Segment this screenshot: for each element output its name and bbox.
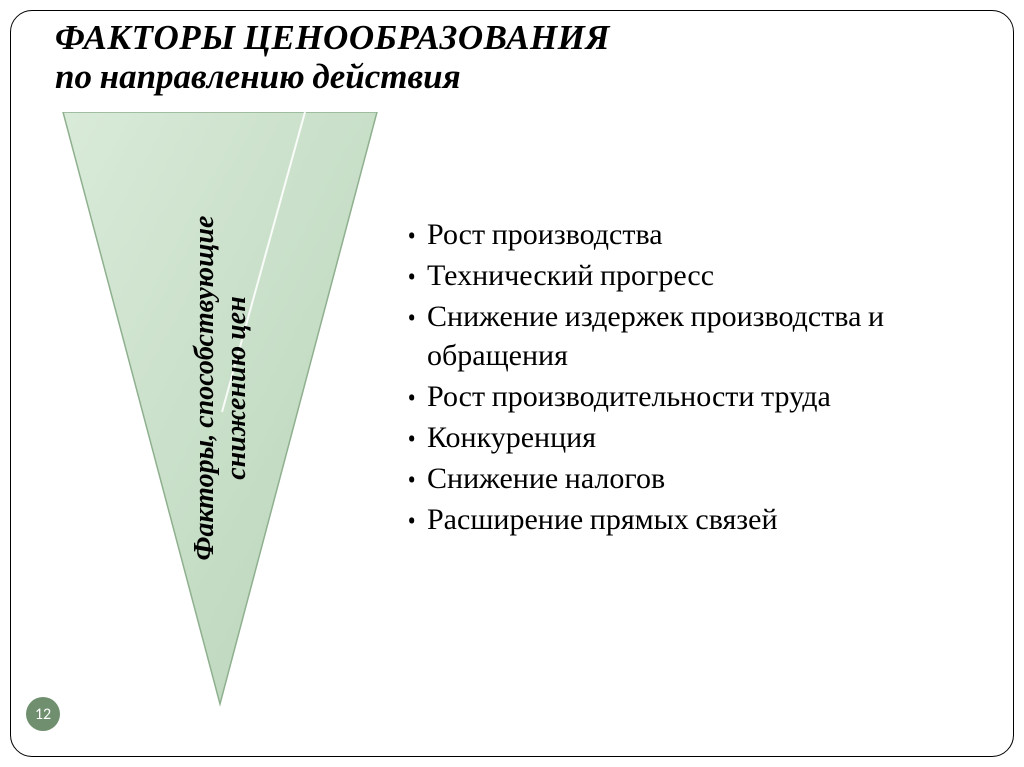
bullet-text: Рост производительности труда <box>427 379 831 414</box>
list-item: Конкуренция <box>405 418 995 457</box>
bullet-list: Рост производства Технический прогресс С… <box>405 215 995 541</box>
page-number-badge: 12 <box>26 697 60 731</box>
list-item: Снижение издержек производства и обращен… <box>405 297 995 375</box>
bullet-text: Расширение прямых связей <box>427 502 778 537</box>
list-item: Снижение налогов <box>405 459 995 498</box>
triangle-shape: Факторы, способствующие снижению цен <box>45 112 395 712</box>
bullet-text: Снижение налогов <box>427 461 665 496</box>
list-item: Рост производительности труда <box>405 377 995 416</box>
bullet-text: Конкуренция <box>427 420 596 455</box>
list-item: Технический прогресс <box>405 256 995 295</box>
bullet-text: Рост производства <box>427 217 663 252</box>
slide: ФАКТОРЫ ЦЕНООБРАЗОВАНИЯ по направлению д… <box>0 0 1024 767</box>
slide-title: ФАКТОРЫ ЦЕНООБРАЗОВАНИЯ по направлению д… <box>55 18 984 96</box>
triangle-label: Факторы, способствующие снижению цен <box>188 216 252 561</box>
title-line-1: ФАКТОРЫ ЦЕНООБРАЗОВАНИЯ <box>55 18 984 57</box>
triangle-label-line-2: снижению цен <box>220 216 252 561</box>
bullet-text: Снижение издержек производства и обращен… <box>427 299 884 373</box>
list-item: Рост производства <box>405 215 995 254</box>
list-item: Расширение прямых связей <box>405 500 995 539</box>
bullet-text: Технический прогресс <box>427 258 714 293</box>
page-number: 12 <box>35 705 51 724</box>
triangle-label-line-1: Факторы, способствующие <box>188 216 220 561</box>
title-line-2: по направлению действия <box>55 57 984 96</box>
